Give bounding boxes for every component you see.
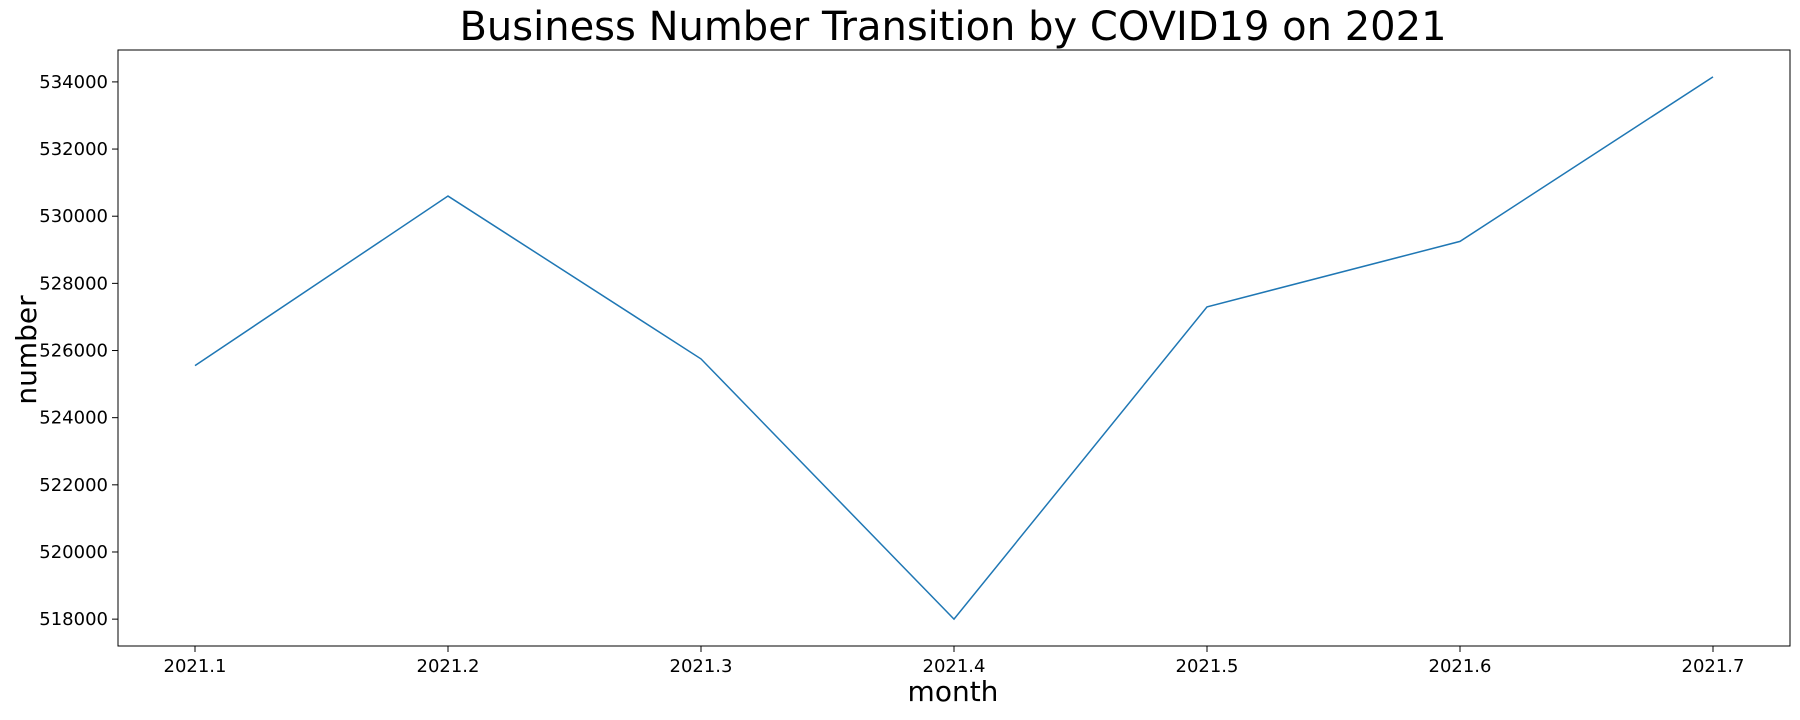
x-tick-label: 2021.3 <box>670 656 733 677</box>
y-tick-label: 532000 <box>39 139 108 160</box>
y-tick-label: 530000 <box>39 206 108 227</box>
x-tick-label: 2021.7 <box>1682 656 1745 677</box>
x-axis-label: month <box>908 675 999 708</box>
x-tick-label: 2021.4 <box>923 656 986 677</box>
chart-title: Business Number Transition by COVID19 on… <box>459 4 1446 50</box>
y-tick-label: 534000 <box>39 72 108 93</box>
x-tick-label: 2021.6 <box>1429 656 1492 677</box>
series-layer <box>194 76 1714 621</box>
y-tick-label: 522000 <box>39 475 108 496</box>
y-tick-label: 524000 <box>39 408 108 429</box>
y-axis-label: number <box>10 295 43 405</box>
plot-area-frame <box>117 49 1791 647</box>
y-tick-label: 528000 <box>39 273 108 294</box>
y-tick-label: 526000 <box>39 341 108 362</box>
x-tick-label: 2021.2 <box>417 656 480 677</box>
x-tick-label: 2021.5 <box>1176 656 1239 677</box>
x-axis: 2021.1 2021.2 2021.3 2021.4 2021.5 2021.6 2021… <box>164 646 1745 677</box>
y-tick-label: 518000 <box>39 609 108 630</box>
x-tick-label: 2021.1 <box>164 656 227 677</box>
y-axis: 518000 520000 522000 524000 526000 528000 5300… <box>39 72 118 630</box>
series-line <box>194 76 1714 621</box>
y-tick-label: 520000 <box>39 542 108 563</box>
